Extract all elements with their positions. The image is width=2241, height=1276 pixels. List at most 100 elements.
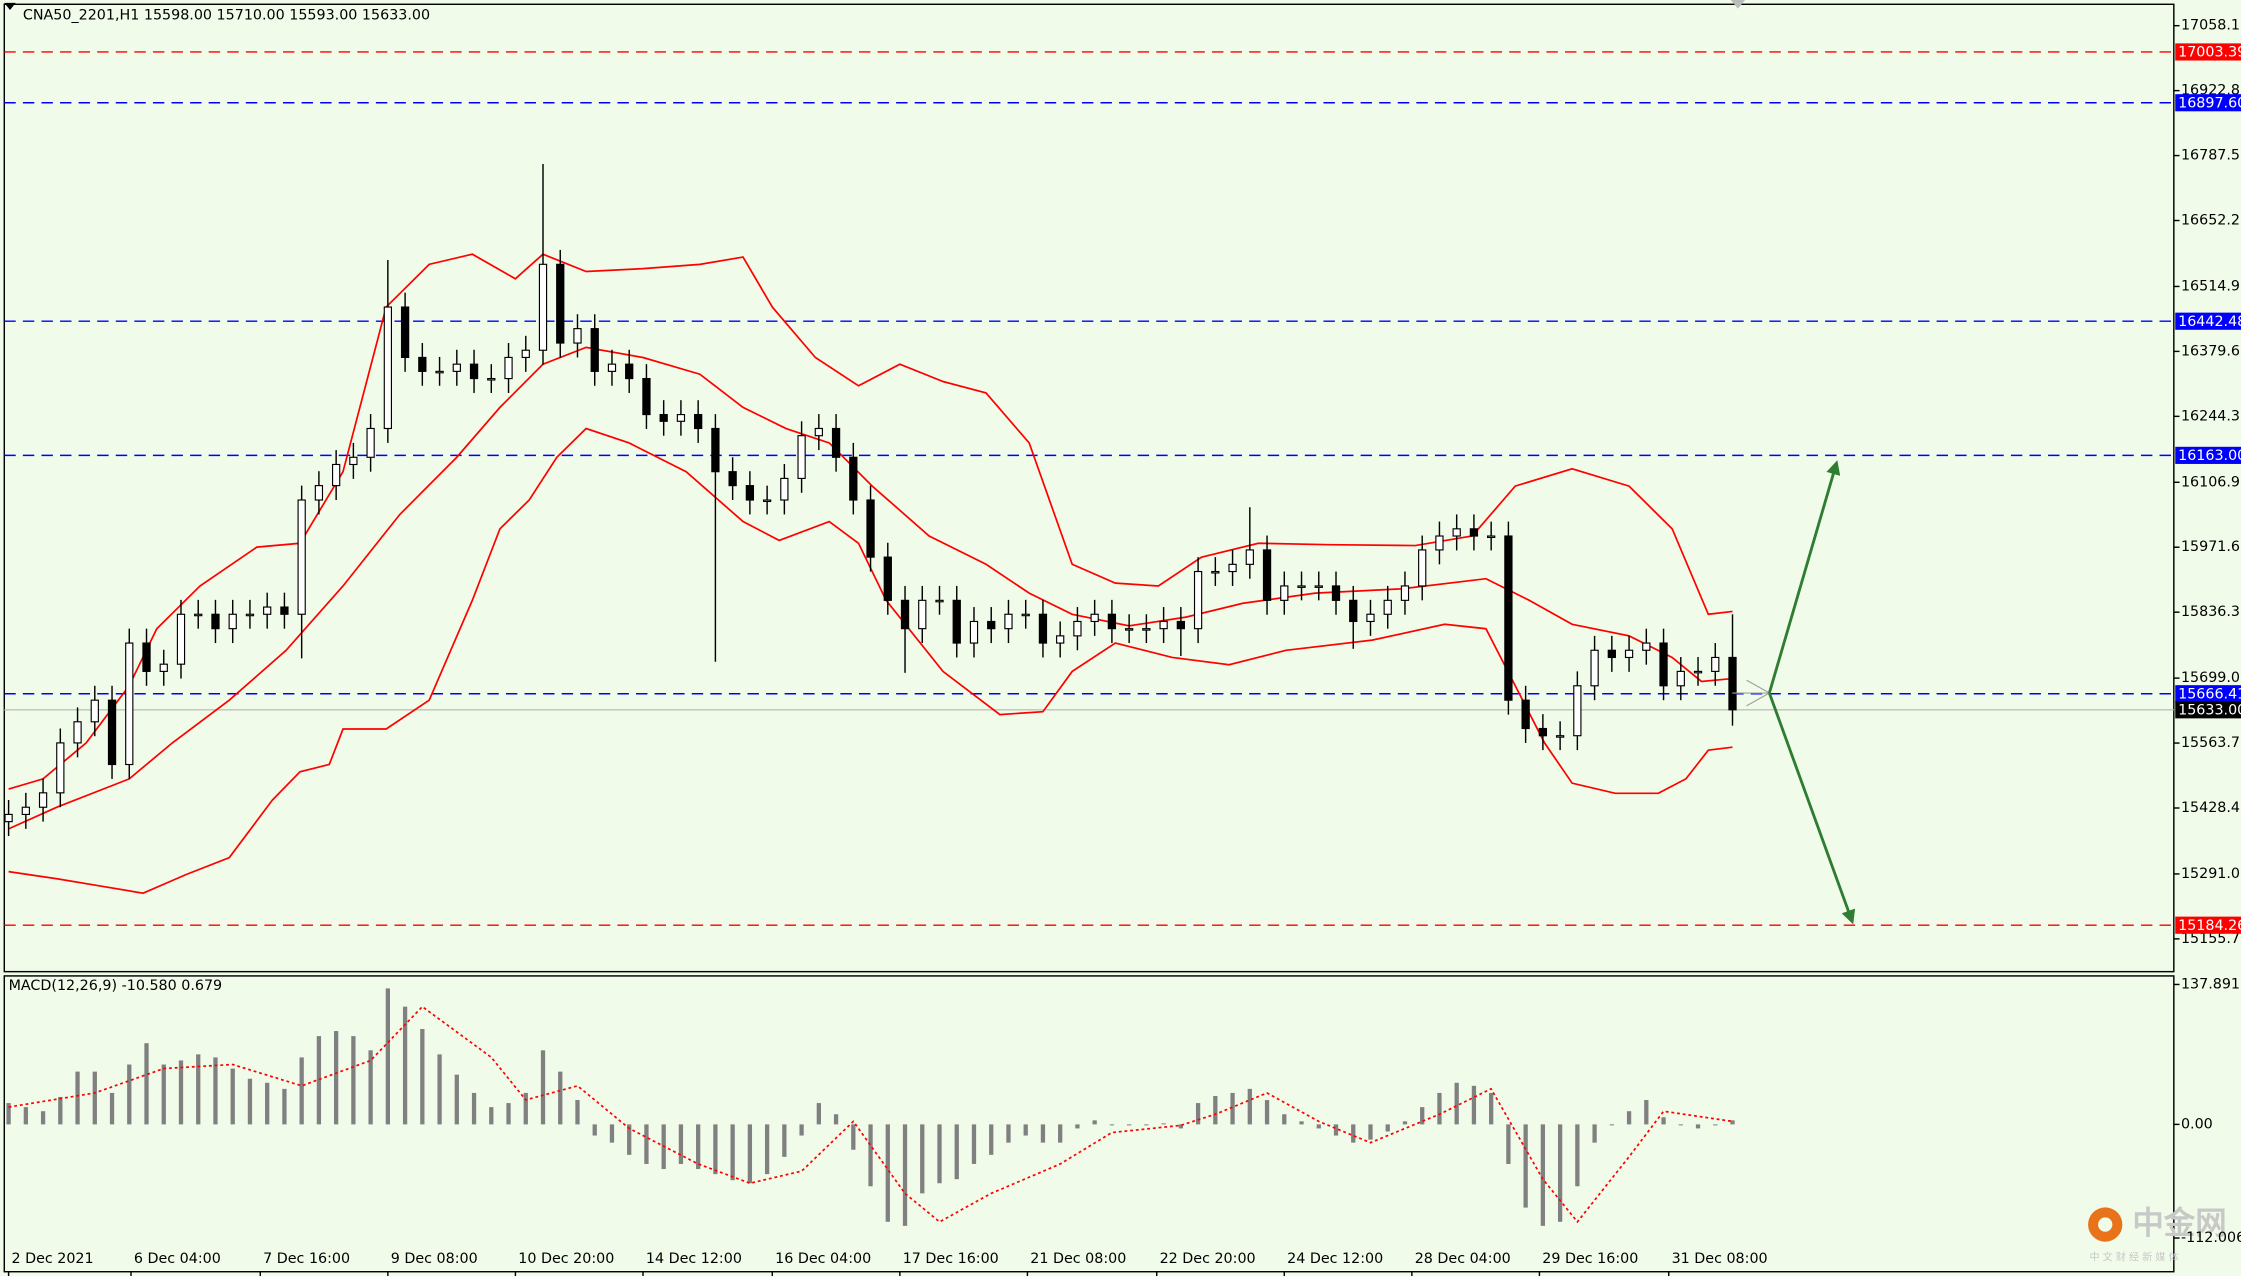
- candle-body: [1228, 563, 1237, 573]
- macd-bar: [885, 1124, 890, 1222]
- candle-body: [1038, 613, 1048, 644]
- candle-body: [642, 377, 651, 416]
- macd-bar: [609, 1124, 615, 1143]
- macd-bar: [23, 1107, 28, 1125]
- x-tick-label: 14 Dec 12:00: [646, 1251, 742, 1267]
- macd-bar: [1661, 1117, 1666, 1125]
- macd-bar: [851, 1124, 856, 1150]
- macd-bar: [92, 1071, 97, 1125]
- macd-bar: [1385, 1124, 1390, 1132]
- candle-body: [935, 599, 944, 603]
- y-tick-label: 16244.30: [2181, 408, 2241, 424]
- macd-y-tick-label: 0.00: [2181, 1116, 2213, 1132]
- macd-bar: [1161, 1123, 1166, 1125]
- candle-body: [1555, 735, 1565, 738]
- price-level-label-bg: [2175, 701, 2241, 719]
- candle-body: [314, 485, 324, 501]
- macd-bar: [868, 1124, 873, 1187]
- candle-body: [194, 613, 203, 617]
- macd-bar: [1644, 1100, 1649, 1125]
- macd-bar: [747, 1124, 753, 1184]
- candle-body: [676, 413, 686, 422]
- macd-bar: [696, 1124, 701, 1170]
- candle-body: [435, 370, 444, 374]
- macd-bar: [178, 1060, 184, 1125]
- macd-bar: [196, 1054, 201, 1125]
- macd-bar: [1109, 1124, 1115, 1126]
- macd-bar: [1420, 1107, 1425, 1125]
- macd-bar: [402, 1006, 408, 1125]
- macd-bar: [1437, 1092, 1442, 1125]
- macd-bar: [1368, 1124, 1373, 1140]
- macd-bar: [1575, 1124, 1580, 1187]
- macd-bar: [58, 1096, 63, 1125]
- macd-bar: [1351, 1124, 1356, 1143]
- candle-body: [1676, 670, 1685, 687]
- macd-bar: [1230, 1092, 1235, 1125]
- macd-bar: [592, 1124, 597, 1136]
- candle-body: [1331, 585, 1341, 601]
- down-arrow: [1768, 692, 1856, 925]
- candle-body: [1193, 570, 1203, 630]
- macd-bar: [1316, 1124, 1321, 1129]
- candle-body: [849, 456, 858, 501]
- candle-body: [418, 356, 427, 372]
- candle-body: [1280, 585, 1289, 601]
- candle-body: [159, 663, 168, 672]
- macd-bar: [1126, 1124, 1132, 1126]
- price-level-label-bg: [2175, 446, 2241, 464]
- macd-bar: [489, 1107, 494, 1125]
- candle-body: [1452, 528, 1461, 537]
- candle-body: [1435, 535, 1444, 551]
- macd-bar: [627, 1124, 632, 1155]
- candle-body: [21, 806, 30, 816]
- x-tick-label: 29 Dec 16:00: [1542, 1251, 1638, 1267]
- candle-body: [987, 620, 996, 630]
- macd-y-tick-label: -112.006: [2181, 1230, 2241, 1246]
- macd-bar: [1299, 1121, 1304, 1125]
- macd-bar: [75, 1071, 80, 1125]
- candle-body: [831, 427, 841, 458]
- y-tick-label: 16787.55: [2181, 148, 2241, 164]
- y-tick-label: 15428.40: [2181, 800, 2241, 816]
- macd-bar: [1730, 1120, 1735, 1125]
- macd-bar: [1058, 1124, 1063, 1143]
- y-tick-label: 16514.90: [2181, 278, 2241, 294]
- macd-bar: [265, 1082, 270, 1125]
- macd-bar: [333, 1031, 339, 1125]
- candle-body: [1538, 727, 1548, 737]
- candle-body: [400, 306, 410, 359]
- candle-body: [1607, 649, 1616, 659]
- macd-bar: [213, 1057, 218, 1125]
- price-level-label: 16897.60: [2178, 95, 2241, 111]
- candle-body: [1573, 685, 1582, 737]
- candle-body: [1107, 613, 1117, 630]
- band-line: [8, 253, 1733, 790]
- projection-guide: [1732, 679, 1770, 707]
- candle-body: [331, 463, 341, 487]
- candle-body: [1142, 628, 1151, 631]
- candle-body: [38, 792, 48, 808]
- macd-bar: [1247, 1088, 1252, 1125]
- candle-body: [1124, 628, 1134, 631]
- candle-body: [1349, 599, 1358, 623]
- price-level-label: 16442.48: [2178, 314, 2241, 330]
- macd-bar: [247, 1078, 253, 1125]
- y-tick-label: 15699.00: [2181, 670, 2241, 686]
- y-tick-label: 16652.25: [2181, 213, 2241, 229]
- macd-bar: [937, 1124, 942, 1184]
- price-level-label-bg: [2175, 685, 2241, 703]
- macd-bar: [144, 1043, 149, 1125]
- macd-bar: [1695, 1124, 1701, 1129]
- macd-bar: [1454, 1082, 1459, 1125]
- candle-body: [1521, 699, 1530, 730]
- candle-body: [883, 556, 892, 601]
- x-tick-label: 22 Dec 20:00: [1160, 1251, 1256, 1267]
- candle-body: [90, 699, 99, 723]
- candle-body: [797, 435, 806, 479]
- candle-body: [297, 499, 306, 615]
- macd-bar: [1592, 1124, 1597, 1143]
- macd-pane: [6, 988, 1735, 1226]
- candle-body: [1245, 549, 1254, 565]
